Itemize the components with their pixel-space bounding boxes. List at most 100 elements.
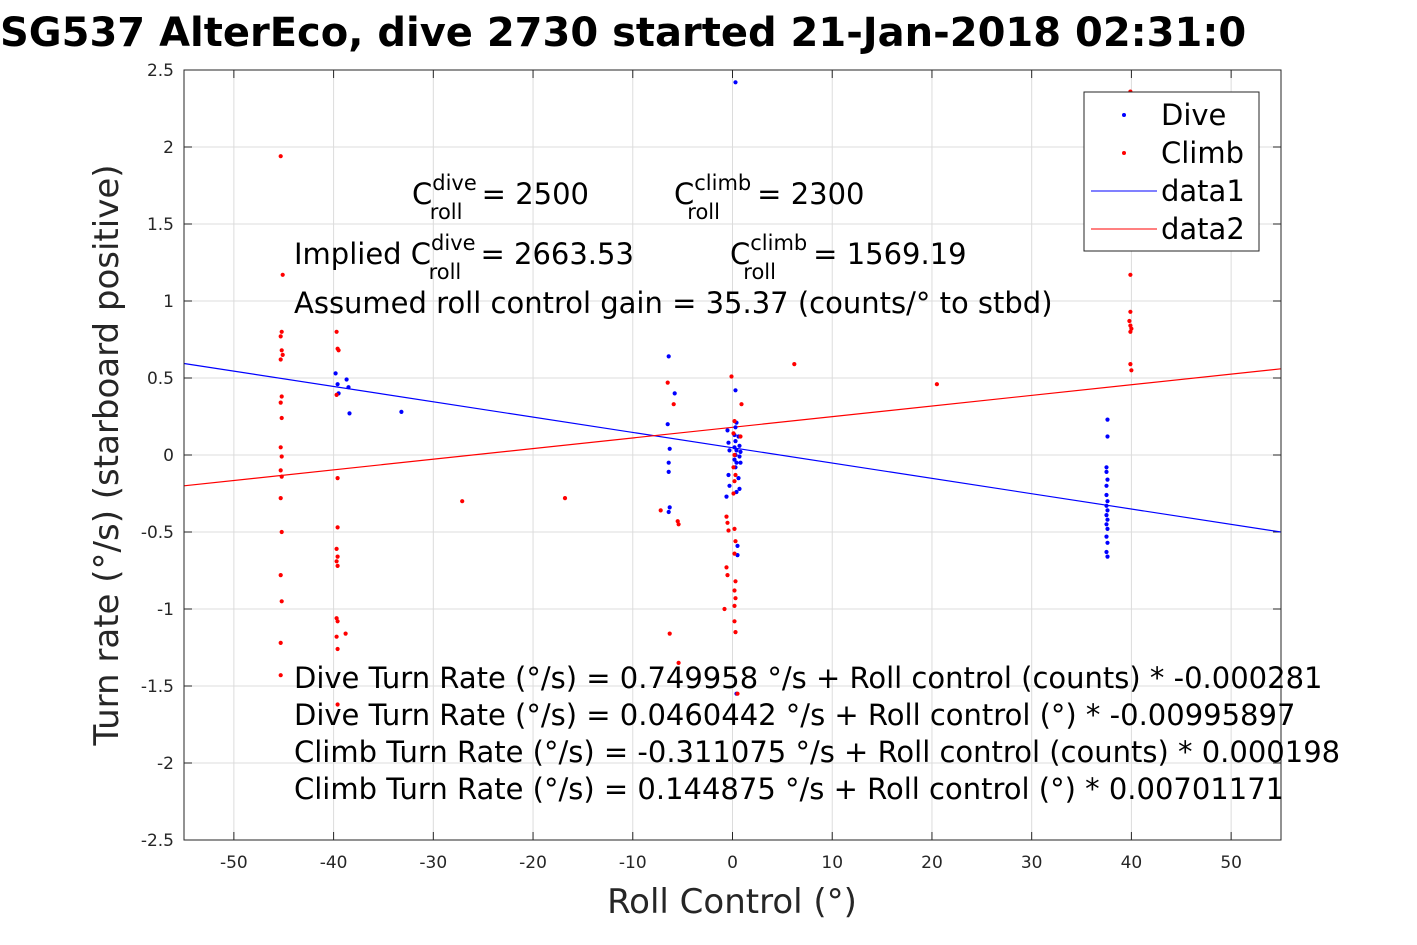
dive-point [725, 428, 730, 433]
climb-point [278, 496, 283, 501]
dive-point [1104, 534, 1109, 539]
x-tick-label: 0 [727, 853, 738, 873]
y-tick-label: -2.5 [141, 831, 174, 851]
x-tick-label: 30 [1021, 853, 1043, 873]
climb-point [335, 702, 340, 707]
dive-point [724, 494, 729, 499]
dive-point [346, 385, 351, 390]
climb-point [792, 362, 797, 367]
x-tick-label: -30 [419, 853, 447, 873]
climb-point [729, 374, 734, 379]
climb-point [1129, 368, 1134, 373]
dive-point [1105, 554, 1110, 559]
climb-point [724, 514, 729, 519]
dive-point [726, 440, 731, 445]
dive-point [727, 448, 732, 453]
climb-point [739, 402, 744, 407]
dive-point [1105, 477, 1110, 482]
dive-point [733, 425, 738, 430]
dive-point [666, 354, 671, 359]
climb-point [934, 382, 940, 387]
dive-point [335, 382, 340, 387]
dive-point [1104, 465, 1109, 470]
y-axis-label: Turn rate (°/s) (starboard positive) [87, 164, 127, 746]
y-tick-label: -2 [157, 754, 174, 774]
dive-point [1105, 540, 1110, 545]
dive-point [736, 476, 741, 481]
c-dive-annotation: Cdive roll = 2500 [412, 171, 589, 224]
dive-point [1104, 492, 1109, 498]
climb-point [343, 631, 348, 636]
legend: Dive Climb data1 data2 [1083, 91, 1260, 252]
implied-coefficient-annotation: Implied Cdive roll = 2663.53 Cclimb roll =… [294, 231, 967, 284]
climb-point [279, 415, 284, 421]
dive-point [732, 457, 737, 462]
climb-point [735, 691, 740, 696]
coefficient-annotation: Cdive roll = 2500 Cclimb roll = 2300 [412, 171, 865, 224]
climb-point [1127, 318, 1132, 324]
climb-point [279, 599, 284, 604]
legend-box [1083, 91, 1260, 252]
climb-point [335, 646, 340, 652]
equation-dive-counts: Dive Turn Rate (°/s) = 0.749958 °/s + Ro… [294, 661, 1322, 695]
dive-point [1104, 503, 1109, 508]
climb-point [279, 474, 284, 479]
dive-point [726, 472, 731, 478]
series-dive [333, 80, 1110, 696]
implied-dive-annotation: Implied Cdive roll = 2663.53 [294, 231, 634, 284]
legend-dive-marker [1122, 113, 1126, 117]
climb-point [676, 522, 681, 527]
climb-point [732, 479, 737, 484]
dive-point [1104, 483, 1109, 488]
dive-point [737, 443, 742, 448]
dive-point [738, 449, 743, 454]
climb-point [676, 660, 681, 666]
climb-point [279, 529, 284, 535]
y-tick-label: 0 [163, 446, 174, 466]
implied-climb-annotation: Cclimb roll = 1569.19 [730, 231, 967, 284]
climb-point [334, 392, 339, 397]
climb-point [724, 565, 729, 570]
dive-point [1105, 499, 1110, 504]
dive-point [733, 388, 738, 393]
climb-point [733, 630, 738, 635]
equation-climb-counts: Climb Turn Rate (°/s) = -0.311075 °/s + … [294, 735, 1340, 769]
dive-point [737, 486, 742, 491]
dive-point [344, 377, 349, 382]
climb-point [732, 452, 737, 458]
climb-point [732, 419, 737, 424]
climb-point [726, 528, 731, 533]
data-marks [183, 80, 1282, 707]
dive-point [734, 448, 739, 453]
legend-data2-label: data2 [1161, 212, 1245, 246]
y-tick-label: 2 [163, 138, 174, 158]
climb-point [278, 400, 283, 405]
climb-point [731, 491, 736, 496]
x-tick-label: -20 [519, 853, 547, 873]
climb-point [280, 272, 285, 277]
legend-data1-label: data1 [1161, 174, 1245, 208]
climb-point [278, 154, 283, 159]
climb-point [722, 606, 727, 612]
climb-point [733, 472, 738, 478]
y-tick-label: 0.5 [147, 369, 174, 389]
climb-point [667, 631, 672, 636]
climb-point [731, 431, 736, 436]
climb-point [733, 596, 738, 601]
x-tick-label: -40 [320, 853, 348, 873]
dive-point [734, 460, 739, 465]
climb-point [732, 551, 737, 556]
dive-point [666, 469, 671, 474]
dive-point [666, 509, 671, 515]
dive-point [1104, 513, 1109, 518]
dive-point [732, 445, 737, 450]
climb-point [335, 619, 340, 624]
dive-point [733, 439, 738, 444]
climb-point [1128, 362, 1133, 367]
climb-point [732, 603, 737, 609]
legend-climb-label: Climb [1161, 136, 1244, 170]
climb-point [279, 329, 284, 334]
x-tick-label: 10 [821, 853, 843, 873]
climb-point [732, 619, 737, 624]
